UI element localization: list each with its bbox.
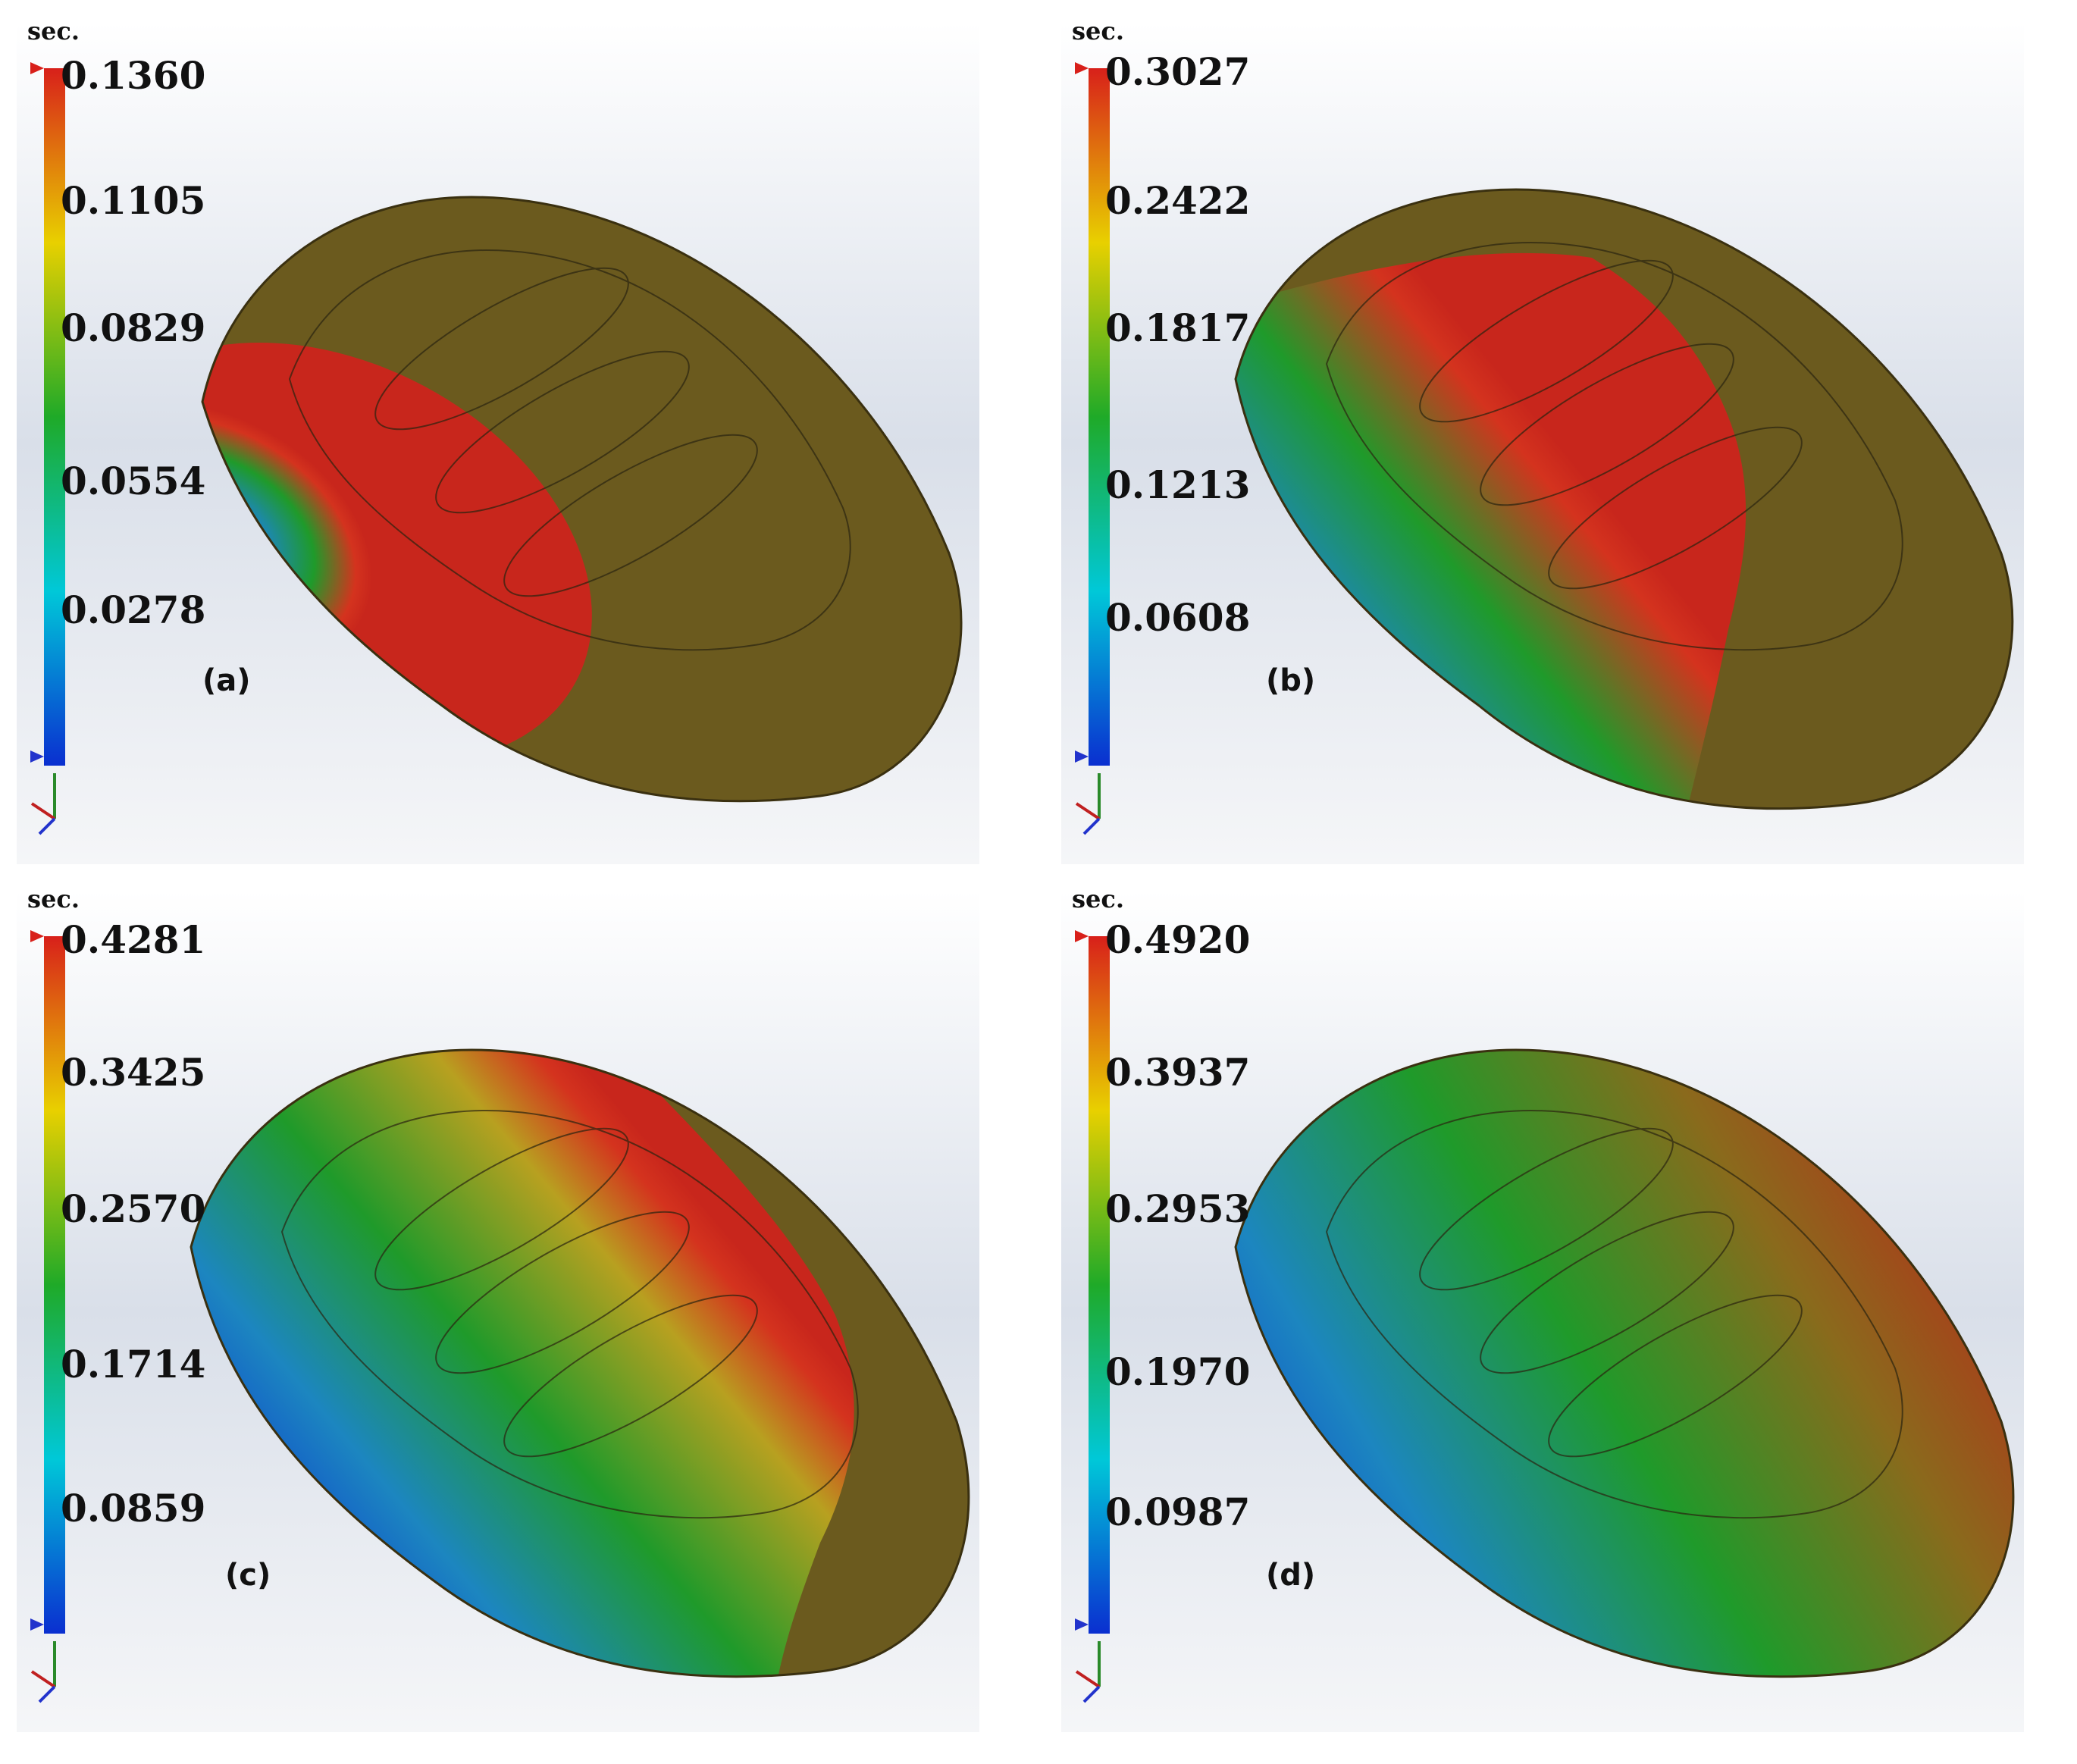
legend-bottom-marker: [30, 750, 44, 763]
legend-tick-max: 0.1360: [61, 53, 206, 98]
legend-tick-1: 0.0987: [1105, 1490, 1251, 1534]
legend-tick-2: 0.0554: [61, 459, 206, 503]
legend-top-marker: [1075, 62, 1089, 74]
legend-tick-max: 0.3027: [1105, 49, 1251, 94]
legend-top-marker: [30, 930, 44, 942]
legend-tick-3: 0.1817: [1105, 305, 1251, 350]
part-inner-lines: [1325, 241, 1903, 651]
legend-tick-2: 0.1714: [61, 1342, 206, 1386]
axis-triad: [1075, 773, 1101, 835]
legend-tick-4: 0.3425: [61, 1050, 206, 1095]
legend-unit: sec.: [27, 891, 80, 913]
legend-tick-2: 0.1970: [1105, 1349, 1251, 1394]
legend-tick-3: 0.2953: [1105, 1186, 1251, 1231]
legend-tick-2: 0.1213: [1105, 462, 1251, 507]
part-outline: [201, 196, 963, 803]
legend-tick-3: 0.0829: [61, 305, 206, 350]
legend-tick-4: 0.2422: [1105, 178, 1251, 223]
legend-tick-max: 0.4920: [1105, 917, 1251, 962]
color-legend-bar: [1089, 936, 1110, 1634]
legend-tick-4: 0.1105: [61, 178, 206, 223]
part-inner-lines: [1325, 1109, 1903, 1519]
legend-tick-4: 0.3937: [1105, 1050, 1251, 1095]
axis-triad: [30, 773, 56, 835]
legend-tick-3: 0.2570: [61, 1186, 206, 1231]
part-inner-lines: [280, 1109, 859, 1519]
legend-tick-1: 0.0608: [1105, 595, 1251, 640]
panel-a: sec. 0.1360 0.1105 0.0829 0.0554 0.0278 …: [17, 23, 979, 864]
part-outline: [1234, 1048, 2015, 1678]
color-legend-bar: [1089, 68, 1110, 766]
axis-triad: [30, 1641, 56, 1703]
axis-triad: [1075, 1641, 1101, 1703]
panel-label: (b): [1266, 663, 1316, 698]
part-outline: [1234, 188, 2014, 810]
part-outline: [190, 1048, 970, 1678]
panel-c: sec. 0.4281 0.3425 0.2570 0.1714 0.0859 …: [17, 891, 979, 1732]
color-legend-bar: [44, 936, 65, 1634]
legend-unit: sec.: [1072, 23, 1124, 45]
panel-b: sec. 0.3027 0.2422 0.1817 0.1213 0.0608 …: [1061, 23, 2024, 864]
panel-label: (d): [1266, 1558, 1316, 1593]
panel-label: (a): [202, 663, 251, 698]
legend-bottom-marker: [30, 1618, 44, 1631]
panel-d: sec. 0.4920 0.3937 0.2953 0.1970 0.0987 …: [1061, 891, 2024, 1732]
color-legend-bar: [44, 68, 65, 766]
legend-tick-1: 0.0859: [61, 1486, 206, 1531]
legend-bottom-marker: [1075, 750, 1089, 763]
legend-top-marker: [30, 62, 44, 74]
legend-bottom-marker: [1075, 1618, 1089, 1631]
legend-unit: sec.: [1072, 891, 1124, 913]
legend-unit: sec.: [27, 23, 80, 45]
legend-top-marker: [1075, 930, 1089, 942]
legend-tick-1: 0.0278: [61, 587, 206, 632]
part-inner-lines: [288, 249, 851, 651]
panel-label: (c): [225, 1558, 271, 1593]
legend-tick-max: 0.4281: [61, 917, 206, 962]
